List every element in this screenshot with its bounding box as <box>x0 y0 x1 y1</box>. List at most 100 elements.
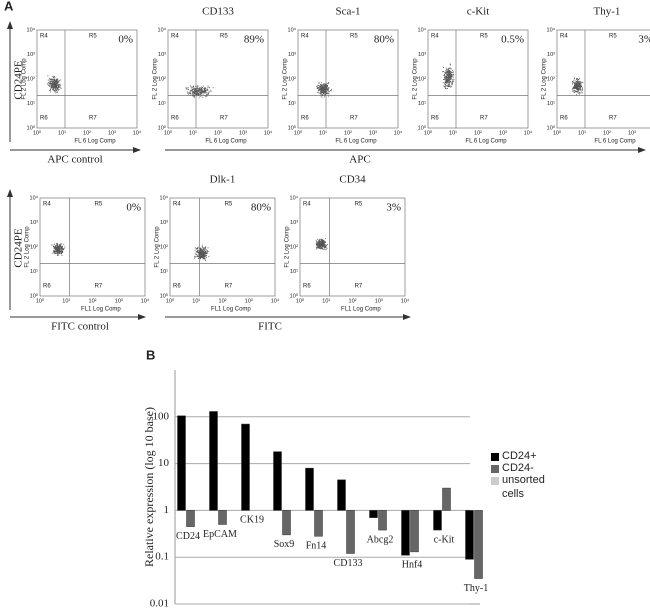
event-dot <box>319 248 321 249</box>
event-dot <box>55 80 57 81</box>
event-dot <box>321 95 323 96</box>
event-dot <box>445 85 447 87</box>
x-tick-label: 10⁴ <box>141 297 150 304</box>
x-tick-label: 10¹ <box>322 298 330 304</box>
event-dot <box>578 82 580 84</box>
event-dot <box>199 254 200 256</box>
event-dot <box>200 258 201 260</box>
event-dot <box>56 251 58 253</box>
event-dot <box>60 86 62 88</box>
event-dot <box>59 248 61 250</box>
event-dot <box>580 86 582 88</box>
event-dot <box>52 89 53 91</box>
event-dot <box>53 251 55 252</box>
event-dot <box>579 81 581 83</box>
event-dot <box>55 250 57 252</box>
event-dot <box>320 86 322 88</box>
event-dot <box>56 85 58 87</box>
event-dot <box>199 89 201 91</box>
event-dot <box>318 242 320 243</box>
event-dot <box>56 90 58 92</box>
event-dot <box>56 247 58 249</box>
legend-label: unsorted cells <box>502 474 545 500</box>
event-dot <box>328 88 330 90</box>
event-dot <box>449 78 450 80</box>
legend-label: CD24+ <box>502 450 537 462</box>
plot-y-label: FL 2 Log Comp <box>283 58 289 100</box>
event-dot <box>212 87 214 89</box>
event-dot <box>199 92 201 94</box>
event-dot <box>59 251 61 252</box>
event-dot <box>331 88 332 90</box>
event-dot <box>574 80 576 82</box>
event-dot <box>207 89 209 90</box>
quadrant-label: R7 <box>480 116 488 122</box>
event-dot <box>58 87 59 89</box>
event-dot <box>193 86 195 88</box>
event-dot <box>577 81 579 83</box>
event-dot <box>195 247 196 249</box>
x-tick-label: 10³ <box>369 130 377 136</box>
event-dot <box>572 88 574 89</box>
event-dot <box>323 83 325 85</box>
event-dot <box>192 86 193 88</box>
event-dot <box>318 88 320 89</box>
y-tick-label: 10⁰ <box>27 124 36 131</box>
bar <box>218 510 227 525</box>
event-dot <box>443 79 444 80</box>
event-dot <box>319 86 321 88</box>
event-dot <box>320 246 322 247</box>
y-tick-label: 10⁴ <box>27 26 36 33</box>
event-dot <box>321 92 322 94</box>
event-dot <box>53 90 55 92</box>
event-dot <box>323 244 325 246</box>
event-dot <box>450 64 451 66</box>
plot-title: Thy-1 <box>594 6 621 18</box>
event-dot <box>321 88 323 90</box>
plot-frame <box>297 29 399 129</box>
y-tick-label: 10³ <box>288 52 296 58</box>
event-dot <box>321 86 322 88</box>
event-dot <box>197 85 199 87</box>
event-dot <box>201 254 203 256</box>
plot-y-label: FL 2 Log Comp <box>413 58 419 100</box>
y-tick-label: 10⁴ <box>418 26 427 33</box>
event-dot <box>579 83 581 85</box>
event-dot <box>58 89 60 90</box>
event-dot <box>47 83 48 85</box>
event-dot <box>197 92 198 94</box>
event-dot <box>55 250 57 252</box>
event-dot <box>54 247 56 249</box>
event-dot <box>60 245 61 246</box>
bar <box>465 510 474 560</box>
event-dot <box>318 245 320 246</box>
event-dot <box>205 91 207 93</box>
event-dot <box>200 90 202 91</box>
event-dot <box>576 81 578 82</box>
x-tick-label: 10⁴ <box>401 297 410 304</box>
event-dot <box>56 83 57 85</box>
event-dot <box>199 248 201 250</box>
event-dot <box>55 79 57 80</box>
event-dot <box>190 90 192 92</box>
event-dot <box>201 251 203 253</box>
event-dot <box>205 252 206 253</box>
event-dot <box>60 250 62 252</box>
event-dot <box>205 254 206 256</box>
event-dot <box>57 82 59 83</box>
event-dot <box>577 85 578 87</box>
event-dot <box>452 69 453 71</box>
event-dot <box>442 82 444 83</box>
event-dot <box>323 241 325 242</box>
quadrant-label: R7 <box>609 116 617 122</box>
plot-title: Sca-1 <box>335 6 360 18</box>
event-dot <box>325 85 327 87</box>
event-dot <box>57 88 59 90</box>
event-dot <box>198 252 199 253</box>
event-dot <box>445 82 447 83</box>
event-dot <box>187 87 189 88</box>
event-dot <box>445 81 447 83</box>
event-dot <box>206 251 208 253</box>
x-tick-label: 10² <box>89 298 97 304</box>
